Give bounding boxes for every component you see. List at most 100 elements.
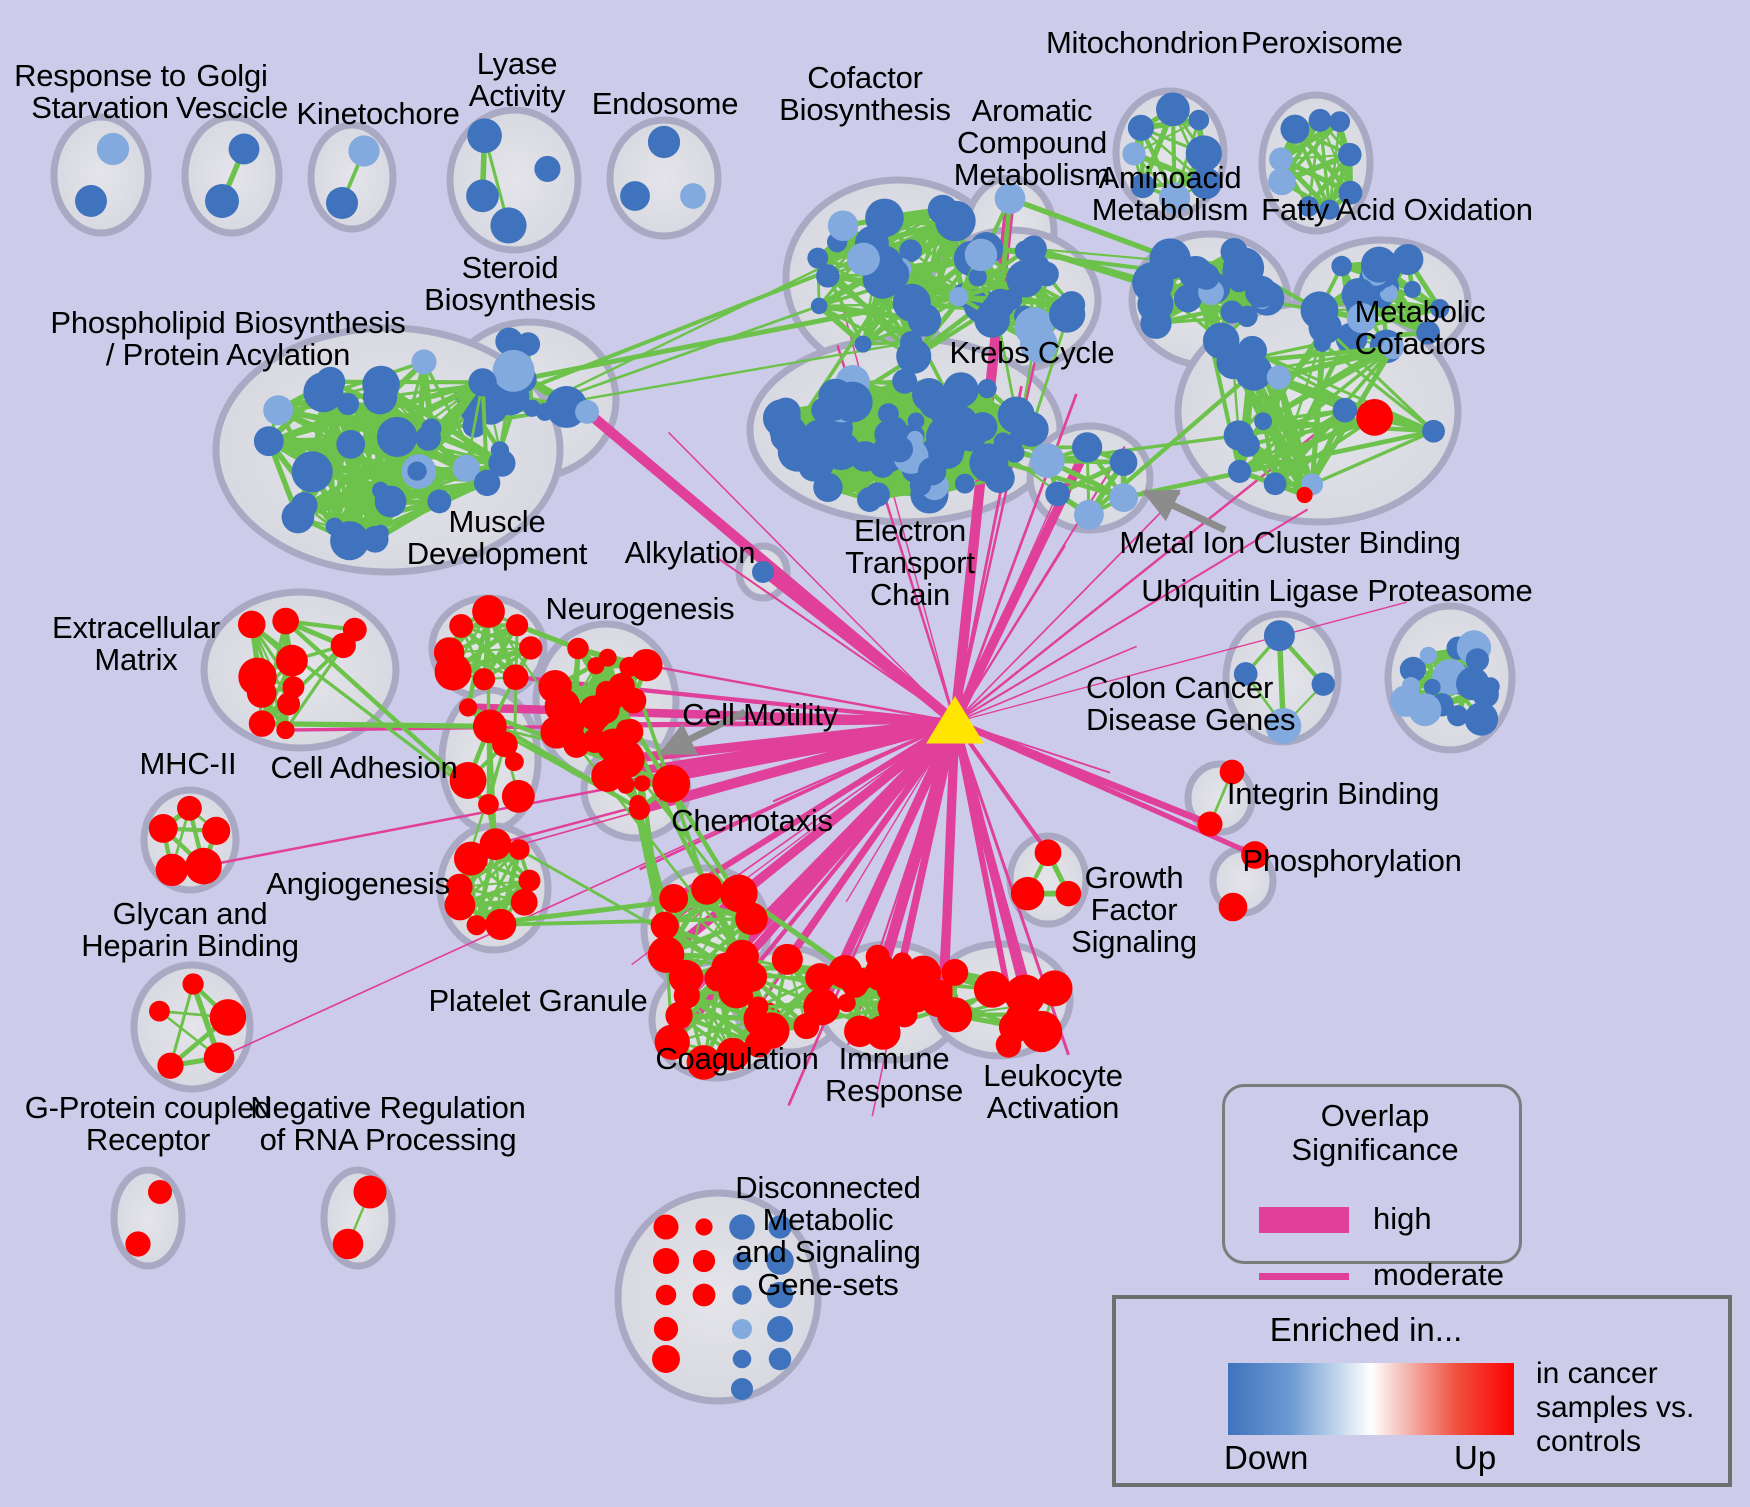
- gene-set-node[interactable]: [1329, 111, 1351, 133]
- gene-set-node[interactable]: [1338, 180, 1363, 205]
- gene-set-node[interactable]: [1014, 240, 1036, 262]
- nodes-fatty-acid-oxidation[interactable]: [1300, 243, 1450, 364]
- gene-set-node[interactable]: [1137, 286, 1174, 323]
- gene-set-node[interactable]: [752, 561, 774, 583]
- gene-set-node[interactable]: [954, 473, 975, 494]
- gene-set-node[interactable]: [813, 472, 843, 503]
- gene-set-node[interactable]: [768, 1347, 792, 1371]
- gene-set-node[interactable]: [1024, 996, 1041, 1013]
- gene-set-node[interactable]: [969, 443, 1009, 483]
- nodes-cell-adhesion[interactable]: [449, 698, 535, 815]
- nodes-glycan-heparin-binding[interactable]: [149, 973, 247, 1079]
- gene-set-node[interactable]: [927, 194, 958, 225]
- gene-set-node[interactable]: [485, 908, 517, 941]
- nodes-kinetochore[interactable]: [325, 135, 380, 220]
- gene-set-node[interactable]: [650, 911, 679, 940]
- gene-set-node[interactable]: [185, 847, 222, 885]
- gene-set-node[interactable]: [630, 648, 663, 682]
- gene-set-node[interactable]: [692, 1283, 716, 1307]
- nodes-angiogenesis[interactable]: [444, 828, 541, 941]
- nodes-muscle-development[interactable]: [433, 595, 543, 691]
- gene-set-node[interactable]: [854, 335, 872, 353]
- gene-set-node[interactable]: [148, 813, 178, 843]
- gene-set-node[interactable]: [846, 242, 880, 276]
- gene-set-node[interactable]: [732, 1349, 752, 1369]
- gene-set-node[interactable]: [478, 793, 499, 815]
- gene-set-node[interactable]: [1197, 811, 1223, 837]
- gene-set-node[interactable]: [1004, 443, 1025, 463]
- gene-set-node[interactable]: [202, 816, 231, 845]
- gene-set-node[interactable]: [735, 902, 768, 935]
- gene-set-node[interactable]: [510, 888, 538, 916]
- gene-set-node[interactable]: [472, 595, 505, 628]
- gene-set-node[interactable]: [575, 399, 600, 424]
- gene-set-node[interactable]: [1263, 620, 1295, 652]
- gene-set-node[interactable]: [1030, 443, 1065, 478]
- nodes-mitochondrion[interactable]: [1122, 92, 1222, 214]
- gene-set-node[interactable]: [342, 617, 367, 642]
- gene-set-node[interactable]: [886, 436, 914, 463]
- gene-set-node[interactable]: [452, 454, 480, 482]
- gene-set-node[interactable]: [458, 698, 478, 717]
- gene-set-node[interactable]: [1233, 662, 1258, 686]
- nodes-neurogenesis[interactable]: [538, 637, 663, 762]
- gene-set-node[interactable]: [1127, 114, 1155, 141]
- gene-set-node[interactable]: [567, 637, 589, 660]
- nodes-integrin-binding[interactable]: [1197, 759, 1245, 837]
- gene-set-node[interactable]: [857, 487, 882, 512]
- gene-set-node[interactable]: [608, 673, 635, 700]
- gene-set-node[interactable]: [598, 648, 617, 667]
- gene-set-node[interactable]: [653, 1214, 679, 1240]
- gene-set-node[interactable]: [766, 1247, 794, 1275]
- gene-set-node[interactable]: [927, 419, 950, 442]
- gene-set-node[interactable]: [125, 1231, 151, 1257]
- gene-set-node[interactable]: [1338, 142, 1362, 167]
- gene-set-node[interactable]: [361, 525, 389, 553]
- gene-set-node[interactable]: [730, 1377, 754, 1401]
- gene-set-node[interactable]: [492, 349, 535, 392]
- gene-set-node[interactable]: [1298, 196, 1319, 217]
- gene-set-node[interactable]: [1269, 147, 1293, 172]
- gene-set-node[interactable]: [985, 288, 1016, 319]
- nodes-disconnected-gene-sets[interactable]: [652, 1214, 794, 1401]
- gene-set-node[interactable]: [376, 416, 418, 458]
- nodes-mhc-ii[interactable]: [148, 795, 231, 887]
- gene-set-node[interactable]: [453, 841, 488, 876]
- gene-set-node[interactable]: [177, 795, 202, 821]
- gene-set-node[interactable]: [732, 1251, 752, 1271]
- gene-set-node[interactable]: [540, 715, 574, 749]
- gene-set-node[interactable]: [415, 425, 441, 451]
- nodes-growth-factor-signaling[interactable]: [1010, 839, 1082, 911]
- gene-set-node[interactable]: [762, 399, 801, 438]
- nodes-coagulation[interactable]: [736, 943, 841, 1049]
- gene-set-node[interactable]: [504, 752, 524, 772]
- gene-set-node[interactable]: [1049, 296, 1086, 333]
- gene-set-node[interactable]: [372, 481, 389, 499]
- gene-set-node[interactable]: [427, 489, 452, 514]
- gene-set-node[interactable]: [892, 973, 932, 1013]
- gene-set-node[interactable]: [1308, 108, 1332, 132]
- nodes-peroxisome[interactable]: [1268, 108, 1363, 220]
- gene-set-node[interactable]: [433, 637, 465, 668]
- gene-set-node[interactable]: [449, 614, 474, 638]
- gene-set-node[interactable]: [1122, 142, 1146, 166]
- gene-set-node[interactable]: [1422, 419, 1445, 443]
- gene-set-node[interactable]: [810, 297, 828, 315]
- gene-set-node[interactable]: [534, 155, 561, 182]
- gene-set-node[interactable]: [732, 1285, 752, 1305]
- gene-set-node[interactable]: [1401, 677, 1420, 696]
- gene-set-node[interactable]: [325, 186, 359, 220]
- gene-set-node[interactable]: [488, 449, 516, 477]
- gene-set-node[interactable]: [505, 614, 529, 637]
- gene-set-node[interactable]: [237, 610, 266, 639]
- gene-set-node[interactable]: [1266, 365, 1291, 390]
- gene-set-node[interactable]: [407, 461, 427, 481]
- gene-set-node[interactable]: [620, 181, 650, 211]
- gene-set-node[interactable]: [1009, 429, 1027, 447]
- gene-set-node[interactable]: [1219, 759, 1245, 785]
- gene-set-node[interactable]: [1156, 92, 1190, 127]
- gene-set-node[interactable]: [865, 198, 904, 238]
- gene-set-node[interactable]: [182, 973, 204, 995]
- gene-set-node[interactable]: [1189, 167, 1222, 200]
- gene-set-node[interactable]: [508, 839, 530, 860]
